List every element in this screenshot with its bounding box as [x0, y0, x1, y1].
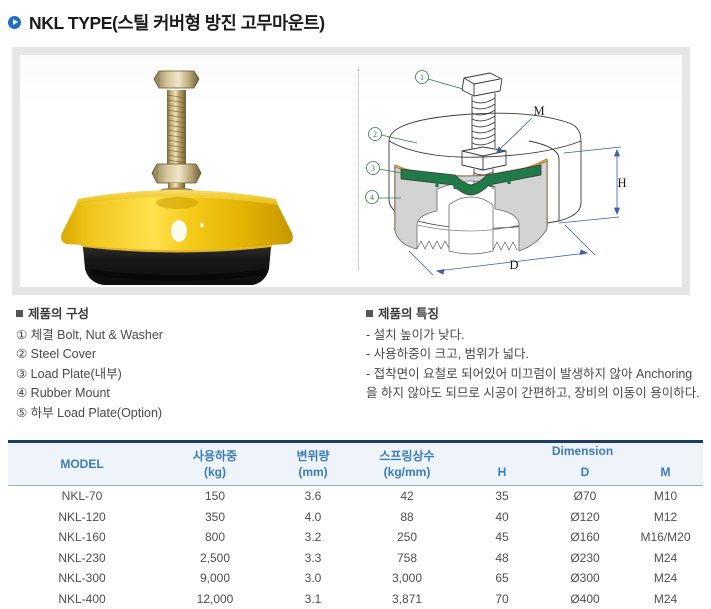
square-bullet-icon: [16, 310, 23, 317]
col-header-load: 사용하중 (kg): [156, 442, 274, 486]
technical-drawing: 1 2 3 4: [359, 55, 682, 287]
cell-spring: 250: [352, 527, 462, 548]
cell-load: 800: [156, 527, 274, 548]
cell-load: 2,500: [156, 548, 274, 569]
features-block: 제품의 특징 - 설치 높이가 낮다. - 사용하중이 크고, 범위가 넓다. …: [366, 305, 701, 404]
cell-spring: 3,000: [352, 568, 462, 589]
col-header-model: MODEL: [8, 442, 156, 486]
product-image-panel: 1 2 3 4: [12, 47, 690, 295]
cell-m: M16/M20: [628, 527, 703, 548]
feature-item: - 접착면이 요철로 되어있어 미끄럼이 발생하지 않아 Anchoring을 …: [366, 365, 701, 404]
col-header-dimension-h: Dimension H: [462, 442, 542, 486]
composition-item: ④ Rubber Mount: [16, 384, 346, 404]
callout-4: 4: [370, 193, 374, 202]
cell-deflection: 3.6: [274, 486, 352, 507]
cell-model: NKL-230: [8, 548, 156, 569]
cell-m: M12: [628, 507, 703, 528]
play-circle-icon: [8, 16, 21, 29]
spec-table-head: MODEL 사용하중 (kg) 변위량 (mm) 스프링상수 (kg/mm) D…: [8, 442, 703, 486]
cell-d: Ø70: [542, 486, 628, 507]
cell-model: NKL-160: [8, 527, 156, 548]
square-bullet-icon: [366, 310, 373, 317]
col-header-dimension-d: Dimension D: [542, 442, 628, 486]
callout-3: 3: [371, 164, 375, 173]
cell-load: 9,000: [156, 568, 274, 589]
composition-item: ③ Load Plate(내부): [16, 365, 346, 385]
col-header-dimension-m: Dimension M: [628, 442, 703, 486]
cell-deflection: 3.1: [274, 589, 352, 609]
composition-item: ① 체결 Bolt, Nut & Washer: [16, 326, 346, 346]
feature-item: - 설치 높이가 낮다.: [366, 326, 701, 346]
cell-model: NKL-300: [8, 568, 156, 589]
cell-d: Ø160: [542, 527, 628, 548]
cell-h: 65: [462, 568, 542, 589]
cell-m: M24: [628, 548, 703, 569]
cell-d: Ø300: [542, 568, 628, 589]
cell-spring: 758: [352, 548, 462, 569]
cell-load: 150: [156, 486, 274, 507]
cell-h: 40: [462, 507, 542, 528]
cell-h: 70: [462, 589, 542, 609]
cell-d: Ø120: [542, 507, 628, 528]
cell-m: M24: [628, 568, 703, 589]
callout-2: 2: [373, 130, 377, 139]
composition-block: 제품의 구성 ① 체결 Bolt, Nut & Washer ② Steel C…: [16, 305, 346, 423]
cell-m: M24: [628, 589, 703, 609]
product-image-panel-inner: 1 2 3 4: [20, 55, 682, 287]
cell-h: 35: [462, 486, 542, 507]
col-header-deflection: 변위량 (mm): [274, 442, 352, 486]
cell-d: Ø230: [542, 548, 628, 569]
callout-1: 1: [420, 73, 424, 82]
description-row: 제품의 구성 ① 체결 Bolt, Nut & Washer ② Steel C…: [0, 305, 711, 430]
cell-h: 45: [462, 527, 542, 548]
cell-model: NKL-120: [8, 507, 156, 528]
cell-spring: 3,871: [352, 589, 462, 609]
product-photo: [20, 55, 358, 287]
cell-deflection: 3.2: [274, 527, 352, 548]
cell-model: NKL-400: [8, 589, 156, 609]
cell-spring: 42: [352, 486, 462, 507]
cell-load: 350: [156, 507, 274, 528]
cell-deflection: 3.3: [274, 548, 352, 569]
page-title: NKL TYPE(스틸 커버형 방진 고무마운트): [29, 10, 325, 35]
dimension-label-m: M: [533, 104, 544, 118]
cell-spring: 88: [352, 507, 462, 528]
features-heading: 제품의 특징: [366, 305, 701, 325]
composition-item: ⑤ 하부 Load Plate(Option): [16, 404, 346, 424]
feature-item: - 사용하중이 크고, 범위가 넓다.: [366, 345, 701, 365]
cell-m: M10: [628, 486, 703, 507]
specification-table: MODEL 사용하중 (kg) 변위량 (mm) 스프링상수 (kg/mm) D…: [8, 440, 703, 609]
cell-model: NKL-70: [8, 486, 156, 507]
composition-item: ② Steel Cover: [16, 345, 346, 365]
dimension-label-d: D: [509, 258, 518, 272]
page-title-bar: NKL TYPE(스틸 커버형 방진 고무마운트): [0, 0, 711, 44]
dimension-label-h: H: [617, 176, 626, 190]
cell-load: 12,000: [156, 589, 274, 609]
cell-d: Ø400: [542, 589, 628, 609]
composition-heading: 제품의 구성: [16, 305, 346, 325]
cell-h: 48: [462, 548, 542, 569]
col-header-spring: 스프링상수 (kg/mm): [352, 442, 462, 486]
cell-deflection: 3.0: [274, 568, 352, 589]
cell-deflection: 4.0: [274, 507, 352, 528]
